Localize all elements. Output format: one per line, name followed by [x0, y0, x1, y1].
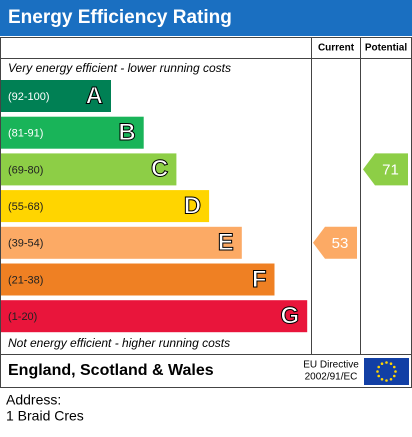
band-bar — [1, 153, 177, 186]
rating-value: 53 — [332, 235, 349, 252]
address-label: Address: — [6, 392, 61, 408]
star — [380, 362, 384, 366]
star — [376, 370, 379, 373]
rating-value: 71 — [382, 161, 399, 178]
band-letter: B — [118, 119, 135, 146]
directive: 2002/91/EC — [305, 372, 358, 383]
bottom-note: Not energy efficient - higher running co… — [8, 336, 230, 350]
star — [385, 379, 388, 382]
band-range: (55-68) — [8, 201, 43, 213]
band-bar — [1, 300, 308, 333]
star — [394, 370, 397, 373]
band-range: (69-80) — [8, 164, 43, 176]
star — [389, 362, 393, 366]
directive: EU Directive — [303, 360, 359, 371]
band-range: (81-91) — [8, 128, 43, 140]
band-bar — [1, 80, 111, 112]
band-letter: A — [86, 82, 103, 109]
rating-arrow — [313, 226, 357, 259]
star — [385, 361, 388, 364]
band-range: (1-20) — [8, 311, 37, 323]
current-header: Current — [318, 43, 355, 54]
band-range: (92-100) — [8, 91, 50, 103]
star — [377, 365, 381, 369]
band-letter: G — [281, 303, 300, 330]
star — [389, 377, 393, 381]
band-bar — [1, 263, 275, 296]
band-bar — [1, 116, 144, 149]
band-range: (21-38) — [8, 274, 43, 286]
band-range: (39-54) — [8, 238, 43, 250]
address-line: 1 Braid Cres — [6, 408, 84, 424]
star — [377, 374, 381, 378]
top-note: Very energy efficient - lower running co… — [8, 61, 231, 75]
eu-stars — [376, 361, 397, 382]
region: England, Scotland & Wales — [8, 362, 214, 379]
star — [392, 365, 396, 369]
rating-arrow — [363, 153, 408, 186]
title: Energy Efficiency Rating — [8, 7, 232, 28]
star — [392, 374, 396, 378]
star — [380, 377, 384, 381]
potential-header: Potential — [365, 43, 407, 54]
band-bar — [1, 226, 242, 259]
band-letter: E — [218, 229, 234, 256]
band-bar — [1, 190, 210, 223]
band-letter: D — [184, 192, 201, 219]
title-bar — [0, 0, 412, 36]
band-letter: F — [252, 266, 267, 293]
band-letter: C — [151, 156, 168, 183]
